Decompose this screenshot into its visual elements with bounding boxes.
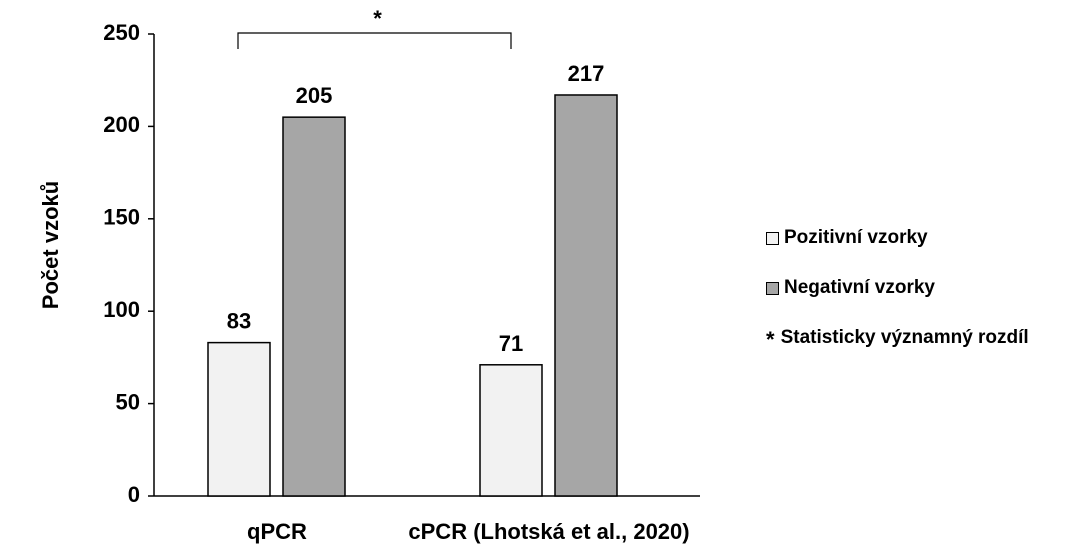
significance-bracket-line: [237, 32, 512, 49]
category-label: cPCR (Lhotská et al., 2020): [408, 519, 689, 544]
y-tick-label: 50: [116, 389, 140, 414]
y-tick-label: 200: [103, 112, 140, 137]
legend-label-negative: Negativní vzorky: [784, 277, 935, 298]
y-tick-label: 250: [103, 20, 140, 45]
legend-label-positive: Pozitivní vzorky: [784, 227, 928, 248]
bar-negative-1: [554, 94, 618, 497]
y-tick-label: 0: [128, 482, 140, 507]
data-label: 71: [499, 331, 523, 356]
category-label: qPCR: [247, 519, 307, 544]
bar-positive-0: [207, 341, 271, 497]
significance-asterisk: *: [373, 6, 382, 31]
y-tick-label: 150: [103, 205, 140, 230]
data-label: 83: [227, 309, 251, 334]
legend-swatch-positive: [766, 231, 779, 245]
legend-item-significance: * Statisticky významný rozdíl: [766, 324, 1029, 352]
data-label: 205: [296, 83, 333, 108]
y-axis-title: Počet vzoků: [38, 181, 63, 309]
significance-bracket: *: [237, 6, 512, 49]
legend: Pozitivní vzorky Negativní vzorky * Stat…: [766, 224, 1029, 374]
y-tick-label: 100: [103, 297, 140, 322]
legend-label-significance: Statisticky významný rozdíl: [780, 327, 1029, 348]
data-label: 217: [568, 61, 605, 86]
legend-swatch-negative: [766, 281, 779, 295]
legend-item-negative: Negativní vzorky: [766, 274, 1029, 302]
asterisk-icon: *: [766, 327, 775, 352]
category-labels: qPCR cPCR (Lhotská et al., 2020): [247, 519, 690, 544]
bar-positive-1: [479, 364, 543, 497]
data-labels: 83 71 205 217: [227, 61, 605, 356]
bars: [207, 94, 618, 497]
bar-negative-0: [282, 116, 346, 497]
legend-item-positive: Pozitivní vzorky: [766, 224, 1029, 252]
